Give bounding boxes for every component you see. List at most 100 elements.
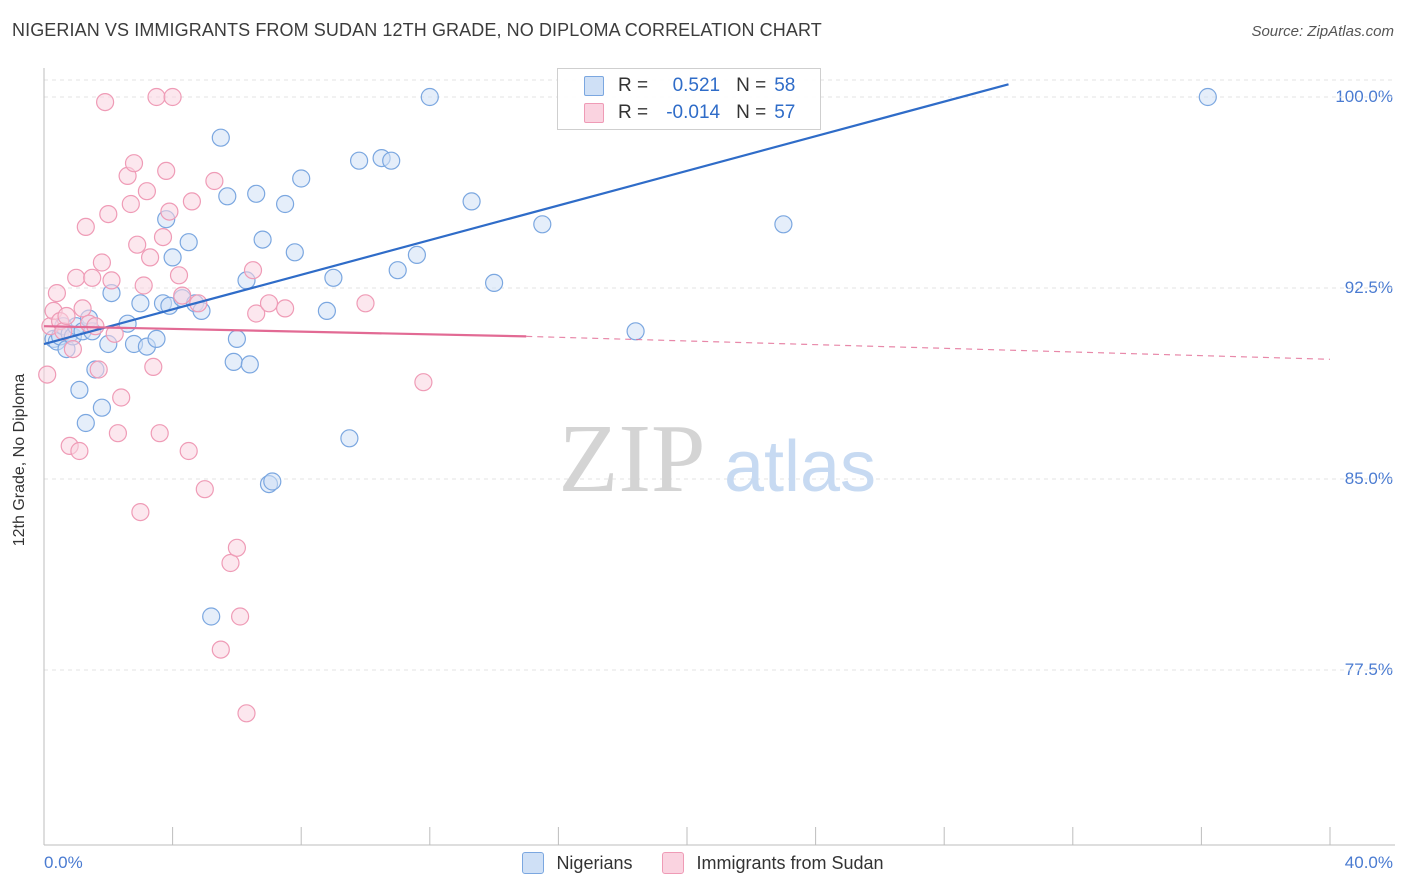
legend-row-sudan: R = -0.014 N = 57 — [584, 100, 795, 126]
sudan-point — [108, 424, 128, 443]
nigerian-point — [533, 215, 552, 234]
sudan-point — [128, 235, 147, 254]
sudan-point — [153, 228, 173, 247]
sudan-point — [57, 306, 76, 326]
nigerian-point — [324, 268, 343, 287]
watermark-atlas: atlas — [724, 427, 876, 507]
nigerian-point — [163, 248, 182, 267]
nigerian-point — [774, 215, 793, 234]
sudan-point — [70, 441, 89, 461]
nigerian-point — [420, 87, 439, 107]
legend-r-value: -0.014 — [666, 102, 721, 123]
sudan-point — [99, 205, 118, 224]
sudan-point — [121, 194, 140, 214]
legend-swatch-blue — [584, 76, 604, 96]
sudan-point — [38, 365, 57, 384]
sudan-point — [259, 294, 279, 313]
sudan-point — [243, 261, 263, 280]
trend-lines — [43, 83, 1331, 360]
nigerian-point — [350, 151, 369, 170]
sudan-point — [237, 704, 256, 723]
nigerian-point — [218, 187, 237, 206]
nigerian-point — [147, 329, 166, 348]
legend-r-value: 0.521 — [672, 75, 721, 96]
legend-r-label: R = — [618, 102, 649, 123]
legend-row-nigerians: R = 0.521 N = 58 — [584, 73, 795, 99]
sudan-point — [414, 373, 433, 392]
nigerian-point — [202, 607, 221, 626]
sudan-point — [131, 502, 150, 522]
sudan-point — [124, 154, 144, 173]
nigerian-point — [340, 429, 359, 448]
sudan-point — [141, 248, 160, 267]
axes — [43, 68, 1395, 846]
gridlines — [44, 79, 1395, 671]
sudan-point — [76, 217, 95, 236]
sudan-point — [231, 607, 250, 626]
sudan-point — [247, 304, 266, 323]
nigerian-point — [317, 301, 336, 320]
legend-n-label: N = — [736, 102, 767, 123]
x-tick-label: 0.0% — [44, 853, 83, 872]
nigerian-point — [407, 245, 426, 264]
y-tick-label: 92.5% — [1344, 278, 1393, 297]
sudan-point — [195, 480, 214, 499]
sudan-trend-extension — [526, 335, 1331, 360]
correlation-legend: R = 0.521 N = 58 R = -0.014 N = 57 — [557, 68, 821, 130]
nigerian-point — [285, 243, 304, 262]
sudan-point — [276, 299, 295, 318]
source-credit: Source: ZipAtlas.com — [1251, 23, 1394, 40]
nigerian-point — [276, 194, 295, 214]
legend-n-value: 58 — [774, 75, 796, 96]
nigerian-point — [224, 352, 243, 371]
sudan-point — [205, 171, 224, 191]
nigerian-point — [485, 273, 504, 292]
sudan-point — [137, 182, 156, 201]
nigerian-point — [247, 184, 266, 203]
sudan-point — [182, 192, 201, 211]
nigerian-point — [179, 233, 198, 252]
nigerian-point — [263, 472, 282, 491]
nigerian-point — [626, 322, 645, 341]
series-legend-nigerians[interactable]: Nigerians — [522, 852, 632, 874]
nigerian-point — [253, 230, 272, 249]
series-legend-sudan[interactable]: Immigrants from Sudan — [662, 852, 884, 874]
y-tick-label: 85.0% — [1344, 469, 1393, 488]
sudan-point — [67, 268, 86, 287]
sudan-point — [221, 553, 240, 573]
sudan-point — [95, 92, 115, 112]
series-legend-label: Nigerians — [556, 852, 633, 873]
legend-swatch-pink — [584, 103, 604, 123]
nigerian-point — [211, 128, 230, 147]
nigerian-point — [462, 192, 481, 211]
sudan-point — [160, 202, 179, 221]
nigerian-point — [131, 294, 150, 313]
nigerian-point — [70, 380, 89, 399]
sudan-point — [112, 388, 131, 407]
sudan-point — [89, 360, 108, 379]
sudan-point — [157, 161, 176, 180]
sudan-point — [169, 266, 189, 285]
nigerian-point — [227, 329, 246, 348]
sudan-point — [227, 538, 246, 557]
sudan-point — [144, 357, 163, 376]
nigerian-point — [76, 413, 95, 433]
sudan-point — [134, 276, 153, 295]
sudan-point — [179, 441, 198, 461]
chart-title: NIGERIAN VS IMMIGRANTS FROM SUDAN 12TH G… — [12, 20, 822, 40]
nigerian-point — [292, 169, 311, 188]
nigerian-point — [1198, 87, 1217, 107]
sudan-point — [47, 284, 67, 303]
sudan-point — [102, 271, 121, 290]
sudan-trend-line — [43, 325, 527, 338]
nigerian-point — [382, 151, 401, 170]
sudan-point — [163, 87, 182, 107]
sudan-point — [92, 253, 112, 272]
nigerian-point — [92, 398, 112, 417]
nigerian-trend-line — [43, 83, 1009, 346]
legend-r-label: R = — [618, 75, 649, 96]
y-tick-label: 77.5% — [1344, 660, 1393, 679]
nigerian-point — [240, 355, 259, 374]
legend-n-value: 57 — [774, 102, 796, 123]
